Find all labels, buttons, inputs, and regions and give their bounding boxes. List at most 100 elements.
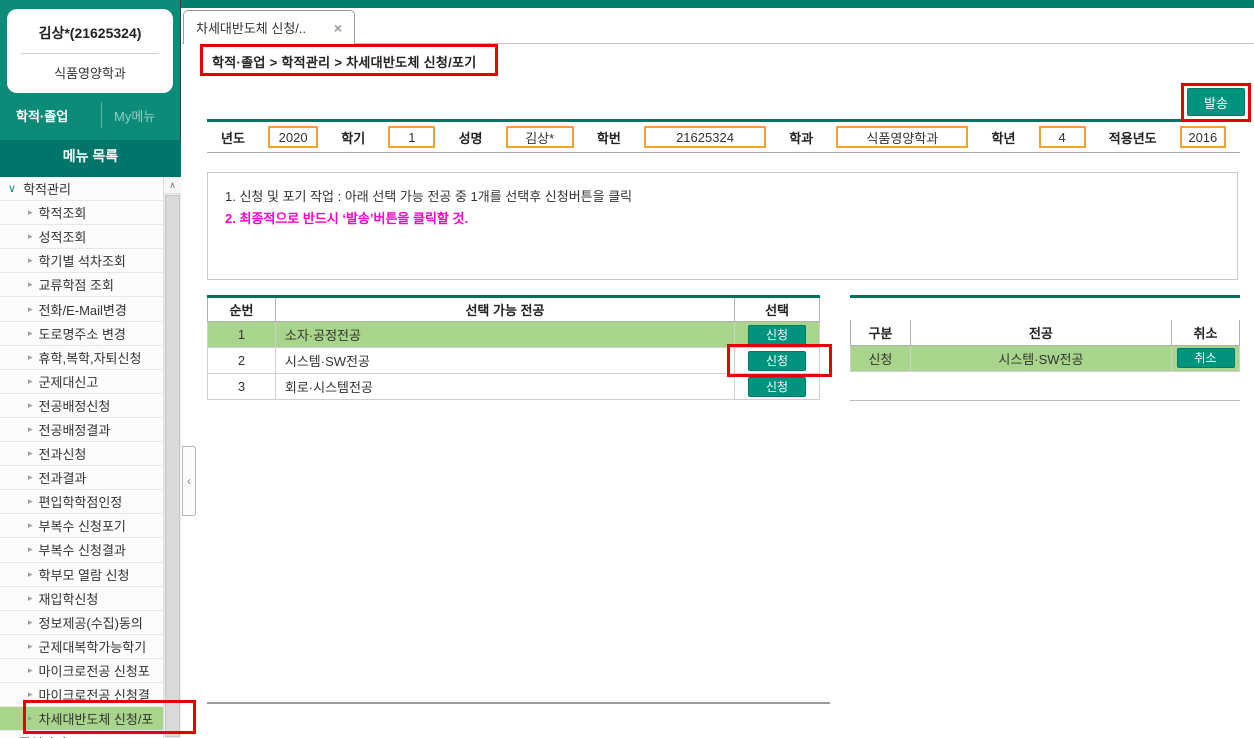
triangle-right-icon: ▸ (28, 375, 33, 386)
applied-year-field[interactable] (1179, 126, 1226, 148)
chevron-down-icon: ∨ (8, 183, 17, 196)
semester-label: 학기 (341, 130, 366, 146)
triangle-right-icon: ▸ (28, 592, 33, 603)
chevron-left-icon: ‹ (187, 474, 191, 488)
grade-field[interactable] (1038, 126, 1086, 148)
triangle-right-icon: ▸ (28, 207, 33, 218)
sidebar-tabs: 학적·졸업 My메뉴 (0, 100, 181, 132)
menu-item[interactable]: ▸ 마이크로전공 신청결 (0, 682, 163, 708)
content-bottom-line (207, 702, 830, 704)
col-major: 선택 가능 전공 (274, 296, 736, 322)
triangle-right-icon: ▸ (28, 472, 33, 483)
tab-divider (101, 102, 102, 128)
user-name: 김상*(21625324) (38, 25, 142, 41)
scroll-up-icon[interactable]: ∧ (164, 177, 181, 194)
table-row[interactable]: 2 시스템·SW전공 신청 (207, 347, 820, 374)
department-field[interactable] (836, 126, 969, 148)
tabbar-bottom-line (182, 43, 1254, 44)
col-select: 선택 (734, 296, 820, 322)
cancel-button[interactable]: 취소 (1176, 348, 1235, 368)
department-label: 학과 (789, 130, 814, 146)
menu-item[interactable]: ▸ 전과결과 (0, 466, 163, 491)
menu-item[interactable]: ▸ 성적조회 (0, 225, 163, 250)
triangle-right-icon: ▸ (28, 664, 33, 675)
close-icon[interactable]: × (333, 19, 342, 36)
send-button[interactable]: 발송 (1187, 88, 1245, 116)
apply-button[interactable]: 신청 (748, 376, 807, 397)
menu-item[interactable]: ▸ 학적조회 (0, 201, 163, 226)
menu-item[interactable]: ▸ 정보제공(수집)동의 (0, 610, 163, 635)
triangle-right-icon: ▸ (28, 279, 33, 290)
triangle-right-icon: ▸ (28, 303, 33, 314)
menu-item[interactable]: ▸ 마이크로전공 신청포 (0, 658, 163, 683)
table-row[interactable]: 3 회로·시스템전공 신청 (207, 373, 820, 400)
menu-item[interactable]: ▸ 전과신청 (0, 442, 163, 467)
applied-major-panel: 구분 전공 취소 신청 시스템·SW전공 취소 (850, 295, 1240, 372)
instructions-box: 1. 신청 및 포기 작업 : 아래 선택 가능 전공 중 1개를 선택후 신청… (207, 172, 1238, 280)
apply-button-system-sw[interactable]: 신청 (748, 350, 807, 371)
menu-item[interactable]: ▸ 학기별 석차조회 (0, 249, 163, 274)
menu-item[interactable]: ▸ 휴학,복학,자퇴신청 (0, 345, 163, 370)
tab-my-menu[interactable]: My메뉴 (114, 109, 156, 124)
instruction-line-2: 2. 최종적으로 반드시 ‘발송’버튼을 클릭할 것. (225, 211, 469, 226)
applied-year-label: 적용년도 (1108, 130, 1157, 146)
menu-item[interactable]: ▸ 부복수 신청포기 (0, 514, 163, 539)
sidebar: 김상*(21625324) 식품영양학과 학적·졸업 My메뉴 메뉴 목록 ∨ … (0, 0, 181, 738)
triangle-right-icon: ▸ (28, 568, 33, 579)
menu-item[interactable]: ▸ 전공배정결과 (0, 417, 163, 443)
triangle-right-icon: ▸ (28, 520, 33, 531)
menu-item[interactable]: ▸ 편입학학점인정 (0, 490, 163, 515)
menu-item[interactable]: ▸ 부복수 신청결과 (0, 538, 163, 563)
triangle-right-icon: ▸ (28, 640, 33, 651)
col-major: 전공 (909, 320, 1173, 346)
applied-major-table: 구분 전공 취소 신청 시스템·SW전공 취소 (850, 320, 1240, 372)
sidebar-collapse-handle[interactable]: ‹ (182, 446, 196, 516)
col-type: 구분 (850, 320, 911, 346)
menu-item[interactable]: ▸ 군제대신고 (0, 369, 163, 394)
menu-section-joleop-gwanli[interactable]: › 졸업관리 (0, 731, 163, 738)
menu-item[interactable]: ▸ 도로명주소 변경 (0, 321, 163, 346)
menu-item[interactable]: ▸ 전화/E-Mail변경 (0, 297, 163, 322)
student-id-field[interactable] (644, 126, 766, 148)
col-no: 순번 (207, 296, 276, 322)
menu-section-hakjeok-gwanli[interactable]: ∨ 학적관리 (0, 177, 163, 202)
top-teal-strip (0, 0, 1254, 8)
user-department: 식품영양학과 (54, 66, 126, 81)
year-field[interactable] (268, 126, 319, 148)
table-row[interactable]: 1 소자·공정전공 신청 (207, 321, 820, 348)
scrollbar-thumb[interactable] (165, 195, 180, 737)
document-tab[interactable]: 차세대반도체 신청/.. × (183, 10, 355, 44)
document-tab-label: 차세대반도체 신청/.. (196, 21, 307, 36)
menu-item[interactable]: ▸ 교류학점 조회 (0, 273, 163, 298)
menu-item[interactable]: ▸ 전공배정신청 (0, 393, 163, 418)
student-info-bar: 년도 학기 성명 학번 학과 학년 적용년도 (207, 119, 1240, 153)
tab-hakjeok-jol-eop[interactable]: 학적·졸업 (16, 109, 69, 124)
menu-list: ∨ 학적관리 ▸ 학적조회 ▸ 성적조회 ▸ 학기별 석차조회 ▸ 교류학점 조회 ▸ 전… (0, 177, 163, 738)
menu-item[interactable]: ▸ 재입학신청 (0, 586, 163, 611)
menu-item-chasedae-bandoche-selected[interactable]: ▸ 차세대반도체 신청/포 (0, 707, 163, 732)
triangle-right-icon: ▸ (28, 544, 33, 555)
chevron-right-icon: › (8, 737, 12, 738)
name-label: 성명 (458, 130, 483, 146)
menu-item[interactable]: ▸ 군제대복학가능학기 (0, 634, 163, 659)
year-label: 년도 (221, 130, 245, 146)
table-header-row: 순번 선택 가능 전공 선택 (207, 296, 820, 322)
triangle-right-icon: ▸ (28, 351, 33, 362)
name-field[interactable] (505, 126, 574, 148)
menu-list-banner: 메뉴 목록 (0, 140, 181, 177)
menu-item[interactable]: ▸ 학부모 열람 신청 (0, 562, 163, 587)
instruction-line-1: 1. 신청 및 포기 작업 : 아래 선택 가능 전공 중 1개를 선택후 신청… (225, 189, 633, 204)
apply-button[interactable]: 신청 (748, 324, 807, 345)
grade-label: 학년 (991, 130, 1016, 146)
menu-scrollbar[interactable]: ∧ (163, 177, 181, 738)
semester-field[interactable] (388, 126, 436, 148)
triangle-right-icon: ▸ (28, 399, 33, 410)
user-card: 김상*(21625324) 식품영양학과 (7, 9, 173, 93)
triangle-right-icon: ▸ (28, 255, 33, 266)
table-row[interactable]: 신청 시스템·SW전공 취소 (850, 344, 1240, 372)
col-cancel: 취소 (1171, 320, 1240, 346)
user-card-divider (21, 53, 159, 54)
triangle-right-icon: ▸ (28, 496, 33, 507)
triangle-right-icon: ▸ (28, 423, 33, 434)
